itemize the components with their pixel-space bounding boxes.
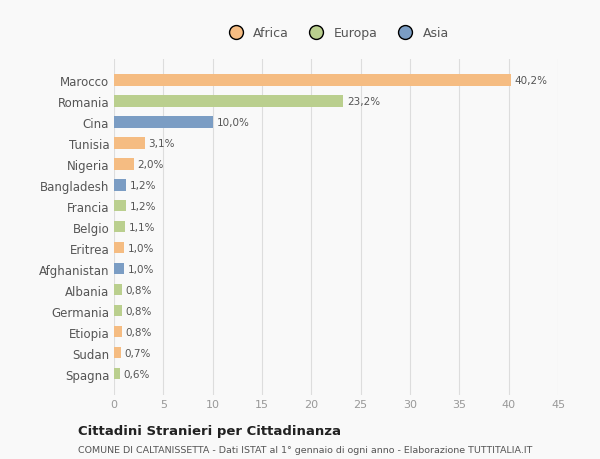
Text: 1,2%: 1,2%	[130, 180, 156, 190]
Bar	[114, 221, 125, 233]
Bar	[114, 75, 511, 86]
Text: 0,8%: 0,8%	[126, 285, 152, 295]
Bar	[114, 368, 120, 380]
Text: Cittadini Stranieri per Cittadinanza: Cittadini Stranieri per Cittadinanza	[78, 424, 341, 437]
Text: 23,2%: 23,2%	[347, 96, 380, 106]
Bar	[114, 96, 343, 107]
Bar	[114, 284, 122, 296]
Text: 3,1%: 3,1%	[149, 139, 175, 148]
Bar	[114, 201, 126, 212]
Text: 1,2%: 1,2%	[130, 202, 156, 211]
Text: 0,8%: 0,8%	[126, 327, 152, 337]
Bar	[114, 242, 124, 254]
Bar	[114, 305, 122, 317]
Bar	[114, 179, 126, 191]
Bar	[114, 326, 122, 338]
Bar	[114, 263, 124, 275]
Bar	[114, 347, 121, 358]
Text: 1,0%: 1,0%	[128, 243, 154, 253]
Legend: Africa, Europa, Asia: Africa, Europa, Asia	[218, 22, 454, 45]
Text: 10,0%: 10,0%	[217, 118, 250, 128]
Text: 1,0%: 1,0%	[128, 264, 154, 274]
Bar	[114, 159, 134, 170]
Text: COMUNE DI CALTANISSETTA - Dati ISTAT al 1° gennaio di ogni anno - Elaborazione T: COMUNE DI CALTANISSETTA - Dati ISTAT al …	[78, 445, 532, 454]
Text: 0,8%: 0,8%	[126, 306, 152, 316]
Text: 2,0%: 2,0%	[137, 159, 164, 169]
Text: 0,7%: 0,7%	[125, 348, 151, 358]
Text: 0,6%: 0,6%	[124, 369, 150, 379]
Bar	[114, 138, 145, 149]
Text: 1,1%: 1,1%	[129, 222, 155, 232]
Text: 40,2%: 40,2%	[515, 76, 548, 86]
Bar	[114, 117, 212, 128]
